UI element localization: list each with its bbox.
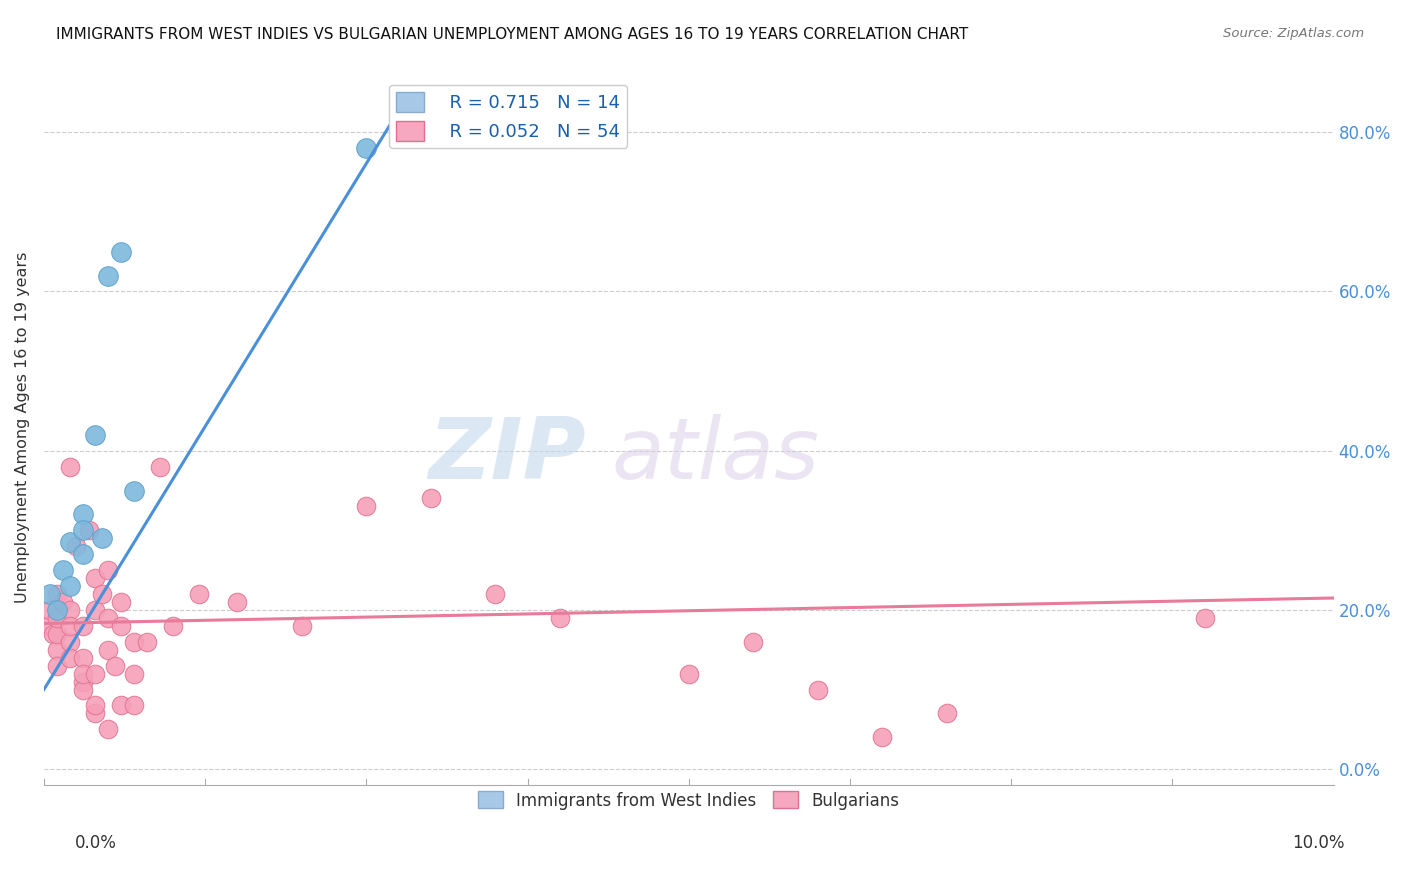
Point	[52, 563, 75, 577]
Point	[97, 563, 120, 577]
Point	[356, 141, 378, 155]
Point	[72, 666, 94, 681]
Point	[84, 666, 107, 681]
Point	[45, 627, 67, 641]
Point	[97, 268, 120, 283]
Point	[122, 483, 145, 498]
Point	[90, 531, 112, 545]
Point	[484, 587, 506, 601]
Point	[42, 627, 65, 641]
Point	[45, 642, 67, 657]
Point	[59, 650, 82, 665]
Text: IMMIGRANTS FROM WEST INDIES VS BULGARIAN UNEMPLOYMENT AMONG AGES 16 TO 19 YEARS : IMMIGRANTS FROM WEST INDIES VS BULGARIAN…	[56, 27, 969, 42]
Point	[104, 658, 127, 673]
Point	[72, 619, 94, 633]
Point	[45, 603, 67, 617]
Point	[45, 658, 67, 673]
Point	[678, 666, 700, 681]
Point	[226, 595, 249, 609]
Point	[72, 508, 94, 522]
Point	[39, 603, 62, 617]
Point	[1194, 611, 1216, 625]
Point	[39, 587, 62, 601]
Point	[65, 539, 87, 553]
Point	[45, 587, 67, 601]
Legend: Immigrants from West Indies, Bulgarians: Immigrants from West Indies, Bulgarians	[471, 785, 907, 816]
Point	[90, 587, 112, 601]
Point	[97, 611, 120, 625]
Point	[742, 635, 765, 649]
Point	[84, 603, 107, 617]
Text: 10.0%: 10.0%	[1292, 834, 1346, 852]
Text: Source: ZipAtlas.com: Source: ZipAtlas.com	[1223, 27, 1364, 40]
Text: ZIP: ZIP	[427, 414, 585, 497]
Point	[419, 491, 441, 506]
Point	[37, 619, 59, 633]
Point	[807, 682, 830, 697]
Point	[149, 459, 172, 474]
Point	[935, 706, 957, 721]
Point	[45, 611, 67, 625]
Point	[122, 666, 145, 681]
Point	[72, 524, 94, 538]
Point	[97, 642, 120, 657]
Point	[136, 635, 159, 649]
Point	[72, 674, 94, 689]
Point	[84, 571, 107, 585]
Point	[59, 535, 82, 549]
Point	[59, 579, 82, 593]
Point	[356, 500, 378, 514]
Point	[59, 603, 82, 617]
Point	[110, 595, 132, 609]
Point	[162, 619, 184, 633]
Point	[52, 595, 75, 609]
Point	[59, 619, 82, 633]
Point	[84, 698, 107, 713]
Y-axis label: Unemployment Among Ages 16 to 19 years: Unemployment Among Ages 16 to 19 years	[15, 252, 30, 602]
Point	[291, 619, 314, 633]
Point	[548, 611, 571, 625]
Point	[84, 427, 107, 442]
Point	[59, 459, 82, 474]
Point	[77, 524, 100, 538]
Point	[72, 650, 94, 665]
Point	[110, 244, 132, 259]
Point	[72, 547, 94, 561]
Point	[84, 706, 107, 721]
Point	[97, 723, 120, 737]
Point	[59, 635, 82, 649]
Point	[110, 619, 132, 633]
Text: 0.0%: 0.0%	[75, 834, 117, 852]
Point	[122, 635, 145, 649]
Point	[72, 682, 94, 697]
Point	[110, 698, 132, 713]
Point	[870, 731, 893, 745]
Text: atlas: atlas	[612, 414, 820, 497]
Point	[187, 587, 209, 601]
Point	[122, 698, 145, 713]
